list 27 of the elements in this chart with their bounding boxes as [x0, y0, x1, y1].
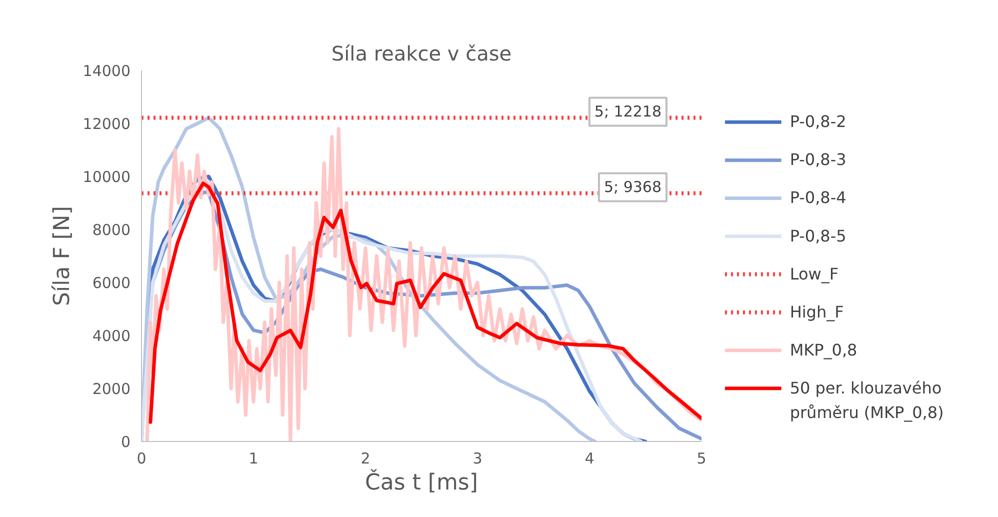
chart-title: Síla reakce v čase [331, 42, 512, 66]
y-tick-label: 0 [120, 433, 131, 451]
y-tick-label: 6000 [92, 274, 131, 292]
x-tick-label: 1 [248, 450, 258, 468]
x-tick-label: 3 [472, 450, 482, 468]
y-tick-label: 8000 [92, 221, 131, 239]
legend-label: P-0,8-2 [790, 112, 846, 132]
x-tick-label: 5 [696, 450, 706, 468]
y-tick-label: 10000 [82, 168, 130, 186]
y-tick-label: 4000 [92, 327, 131, 345]
legend-label: P-0,8-5 [790, 226, 846, 246]
y-axis-title: Síla F [N] [50, 206, 75, 306]
y-tick-label: 14000 [82, 62, 130, 80]
legend-label: P-0,8-4 [790, 188, 846, 208]
annotation: 5; 9368 [604, 178, 662, 196]
legend-label: P-0,8-3 [790, 150, 846, 170]
legend-label: 50 per. klouzavého průměru (MKP_0,8) [790, 378, 944, 422]
x-tick-label: 0 [136, 450, 146, 468]
y-tick-label: 2000 [92, 380, 131, 398]
x-tick-label: 4 [584, 450, 594, 468]
x-axis-title: Čas t [ms] [365, 468, 478, 496]
annotation: 5; 12218 [594, 102, 662, 121]
legend-label: High_F [790, 302, 844, 322]
x-tick-label: 2 [360, 450, 370, 468]
legend-label: Low_F [790, 264, 839, 284]
y-tick-label: 12000 [82, 115, 130, 133]
legend-label: MKP_0,8 [790, 340, 858, 360]
